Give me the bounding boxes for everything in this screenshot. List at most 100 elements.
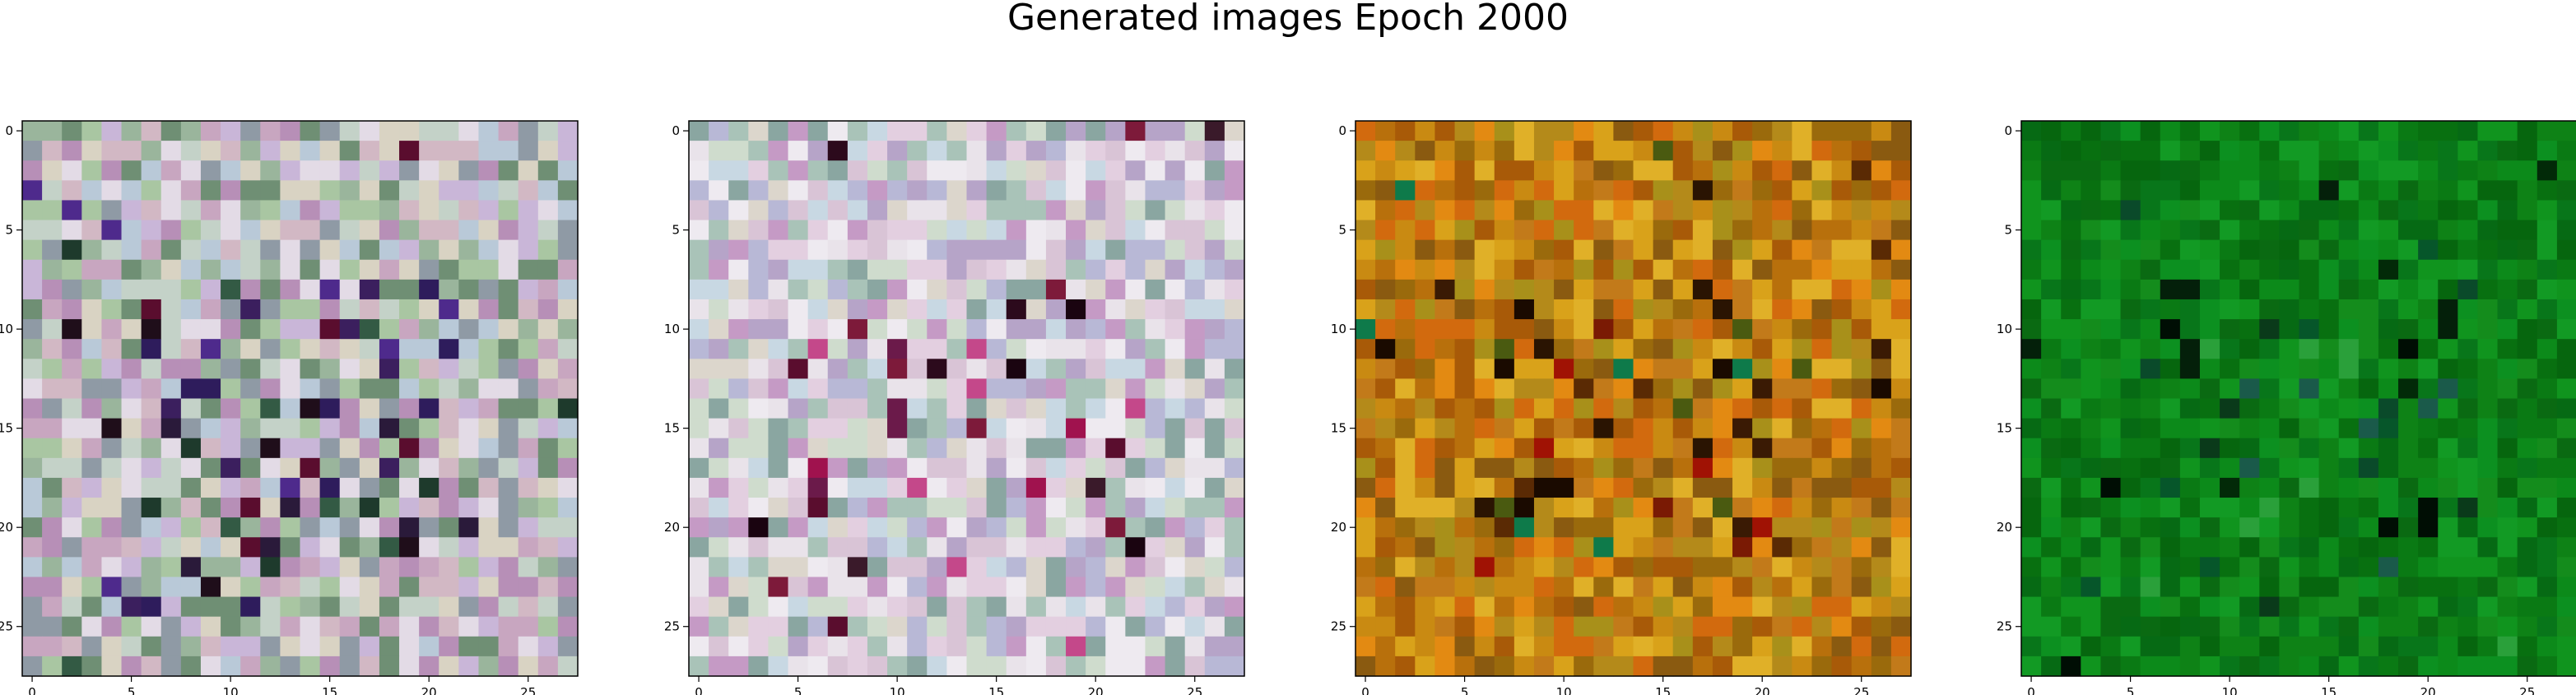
pixel-cell — [2100, 616, 2122, 637]
pixel-cell — [2477, 378, 2499, 400]
pixel-cell — [1514, 457, 1535, 479]
pixel-cell — [557, 537, 579, 558]
pixel-cell — [319, 259, 341, 280]
pixel-cell — [748, 200, 770, 221]
pixel-cell — [2457, 160, 2479, 181]
x-tick-label: 5 — [2127, 685, 2135, 695]
pixel-cell — [927, 477, 947, 498]
pixel-cell — [240, 319, 261, 340]
pixel-cell — [1574, 457, 1594, 479]
pixel-cell — [1871, 537, 1892, 558]
pixel-cell — [1355, 438, 1376, 459]
pixel-cell — [2398, 239, 2419, 261]
pixel-cell — [22, 121, 43, 141]
pixel-cell — [2100, 121, 2122, 141]
pixel-cell — [42, 299, 63, 320]
pixel-cell — [2497, 319, 2518, 340]
pixel-cell — [1165, 319, 1186, 340]
pixel-cell — [788, 141, 809, 161]
pixel-cell — [1375, 537, 1396, 558]
pixel-cell — [2160, 537, 2181, 558]
pixel-cell — [1224, 160, 1245, 181]
pixel-cell — [827, 378, 849, 400]
pixel-cell — [2021, 457, 2042, 479]
pixel-cell — [1851, 180, 1872, 202]
pixel-cell — [42, 537, 63, 558]
pixel-cell — [1355, 121, 1376, 141]
pixel-cell — [2199, 636, 2220, 657]
pixel-cell — [1454, 438, 1476, 459]
pixel-cell — [280, 537, 301, 558]
pixel-cell — [2556, 398, 2576, 419]
pixel-cell — [62, 498, 82, 518]
pixel-cell — [1554, 160, 1574, 181]
pixel-cell — [2179, 279, 2201, 300]
pixel-cell — [2497, 121, 2518, 141]
pixel-cell — [1204, 359, 1225, 379]
pixel-cell — [1086, 537, 1106, 558]
pixel-cell — [2081, 577, 2102, 598]
pixel-cell — [2497, 517, 2518, 538]
x-tick-label: 5 — [794, 685, 802, 695]
pixel-cell — [1355, 537, 1376, 558]
pixel-cell — [2140, 121, 2161, 141]
pixel-cell — [1224, 180, 1245, 202]
pixel-cell — [2378, 577, 2399, 598]
pixel-cell — [2279, 537, 2300, 558]
pixel-cell — [2418, 577, 2439, 598]
pixel-cell — [1792, 141, 1813, 161]
pixel-cell — [1672, 636, 1694, 657]
pixel-cell — [458, 656, 480, 677]
pixel-cell — [379, 457, 400, 479]
pixel-cell — [1165, 656, 1186, 677]
pixel-cell — [1514, 378, 1535, 400]
pixel-cell — [1831, 498, 1853, 518]
pixel-cell — [966, 477, 988, 498]
pixel-cell — [2259, 141, 2280, 161]
pixel-cell — [2358, 457, 2379, 479]
pixel-cell — [1554, 339, 1574, 359]
pixel-cell — [339, 121, 360, 141]
pixel-cell — [2199, 418, 2220, 439]
pixel-cell — [160, 239, 182, 261]
pixel-cell — [709, 457, 729, 479]
pixel-cell — [2140, 457, 2161, 479]
pixel-cell — [1145, 160, 1166, 181]
pixel-cell — [221, 438, 241, 459]
pixel-cell — [419, 299, 439, 320]
pixel-cell — [478, 339, 500, 359]
pixel-cell — [101, 438, 123, 459]
pixel-cell — [807, 200, 829, 221]
pixel-cell — [1025, 299, 1047, 320]
pixel-cell — [240, 378, 261, 400]
pixel-cell — [22, 200, 43, 221]
pixel-cell — [141, 220, 162, 241]
pixel-cell — [22, 239, 43, 261]
pixel-cell — [1375, 577, 1396, 598]
pixel-cell — [728, 636, 749, 657]
pixel-cell — [2259, 438, 2280, 459]
pixel-cell — [827, 299, 849, 320]
pixel-cell — [2160, 398, 2181, 419]
pixel-cell — [2239, 656, 2260, 677]
pixel-cell — [2398, 656, 2419, 677]
pixel-cell — [1533, 636, 1555, 657]
pixel-cell — [768, 299, 789, 320]
pixel-cell — [1454, 180, 1476, 202]
pixel-cell — [1066, 160, 1086, 181]
pixel-cell — [419, 359, 439, 379]
pixel-cell — [1045, 557, 1067, 578]
pixel-cell — [1831, 537, 1853, 558]
pixel-cell — [121, 616, 142, 637]
pixel-cell — [1653, 557, 1674, 578]
pixel-cell — [81, 477, 103, 498]
pixel-cell — [2338, 636, 2360, 657]
pixel-cell — [1772, 438, 1793, 459]
pixel-cell — [1712, 200, 1733, 221]
pixel-cell — [1633, 259, 1654, 280]
pixel-cell — [728, 359, 749, 379]
pixel-cell — [2536, 537, 2558, 558]
pixel-cell — [518, 498, 539, 518]
pixel-cell — [2041, 517, 2062, 538]
